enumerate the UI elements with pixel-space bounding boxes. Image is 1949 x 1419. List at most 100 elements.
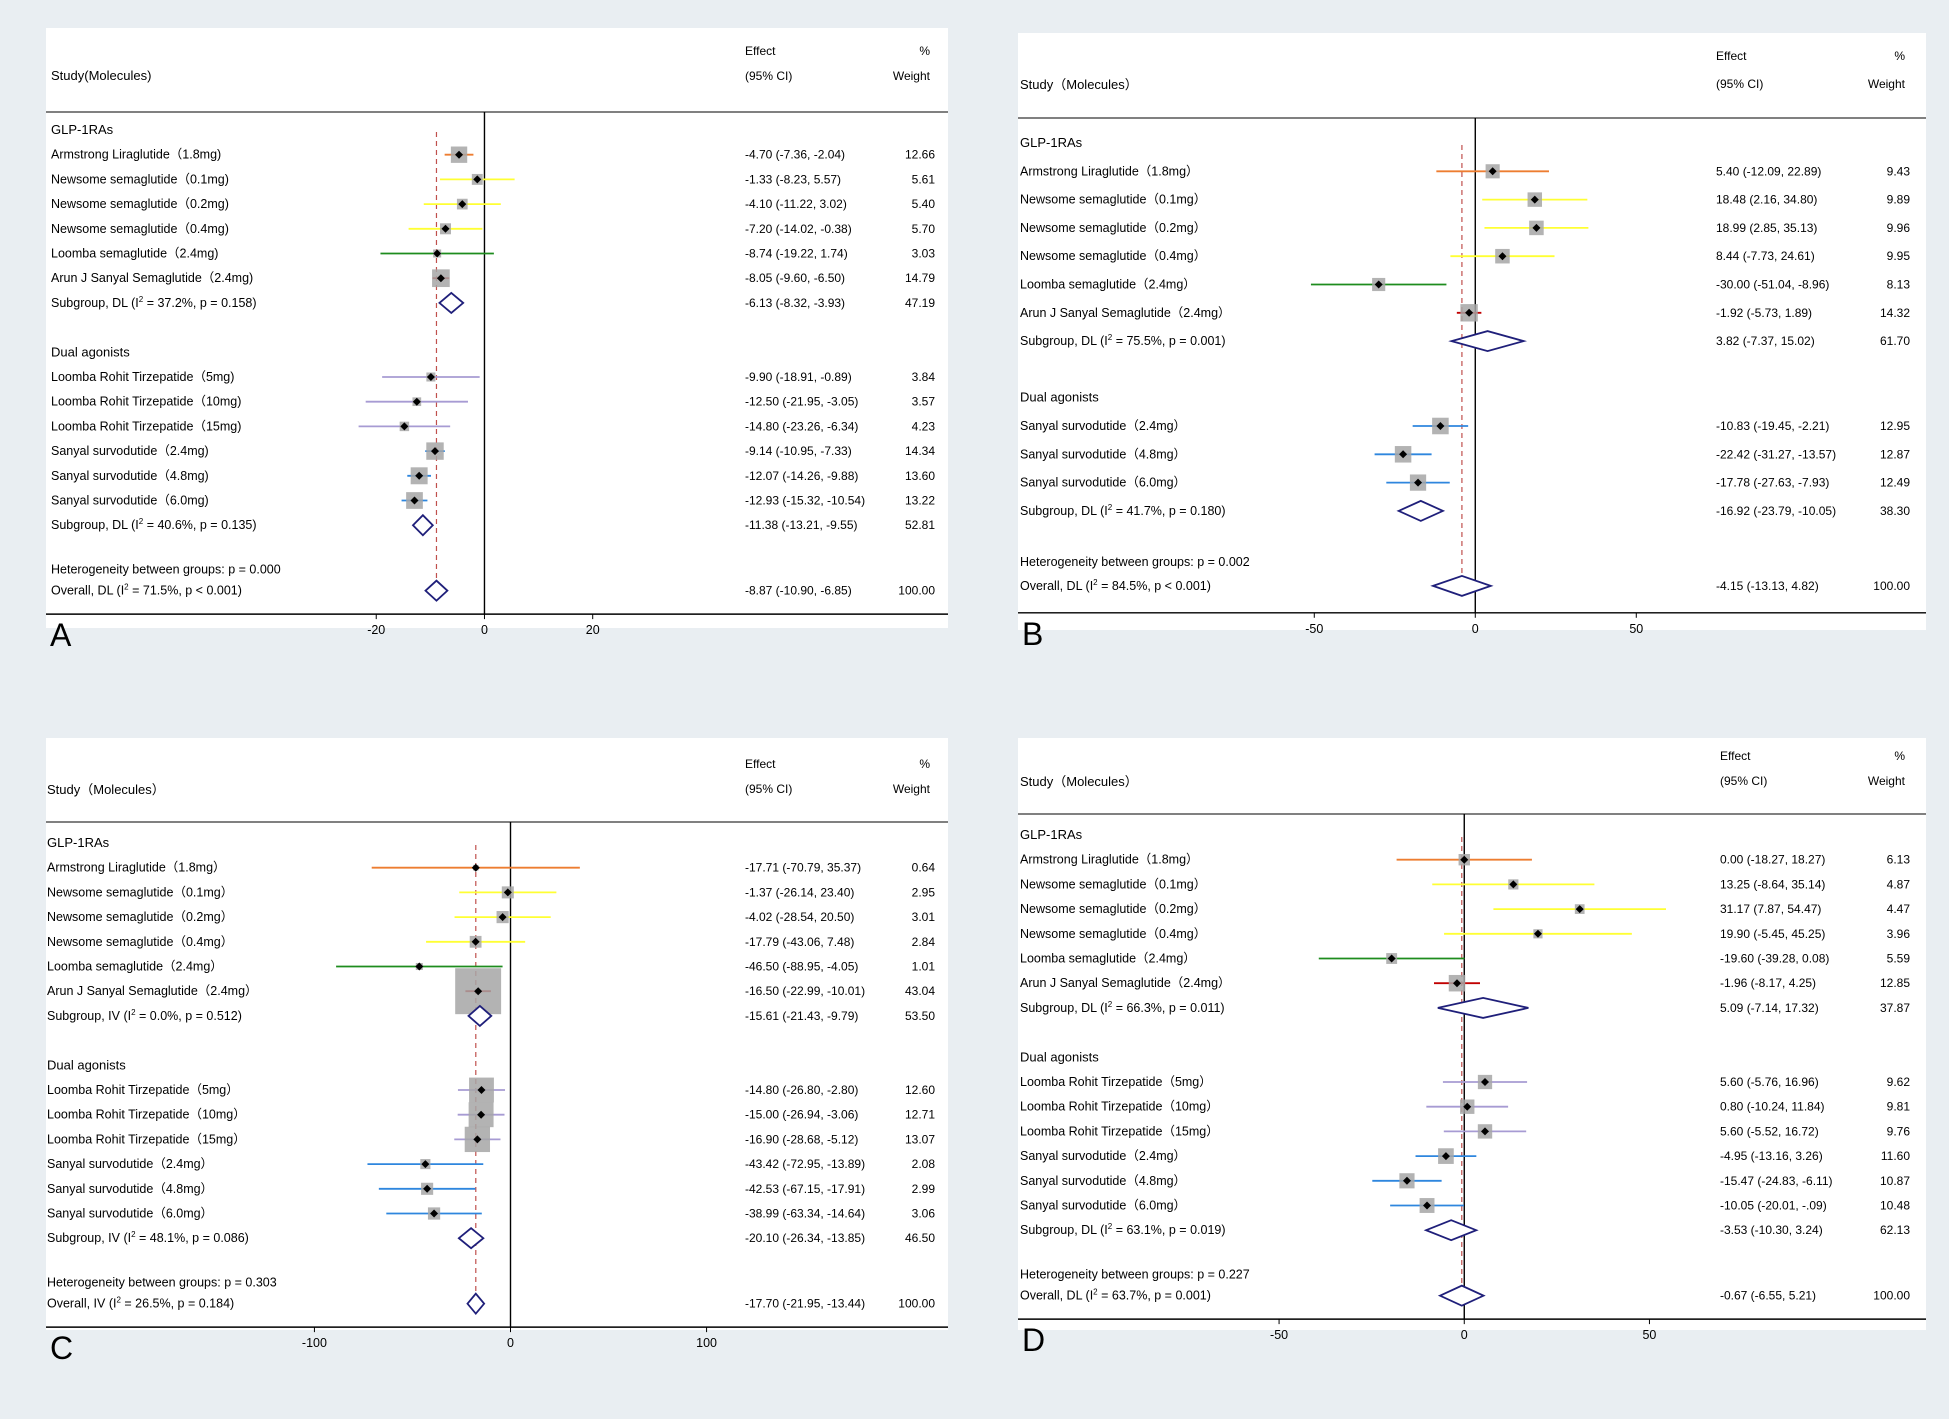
panel-c-effect-ci-text: -4.02 (-28.54, 20.50) (745, 910, 854, 924)
panel-a-weight-text: 3.57 (912, 395, 936, 409)
panel-c-effect-ci-text: -14.80 (-26.80, -2.80) (745, 1083, 858, 1097)
panel-b-letter: B (1022, 616, 1043, 652)
panel-d-study-label: Newsome semaglutide（0.2mg） (1020, 902, 1206, 916)
panel-a-effect-ci-text: -1.33 (-8.23, 5.57) (745, 172, 841, 186)
panel-a-effect-ci-text: -7.20 (-14.02, -0.38) (745, 222, 852, 236)
panel-a-study-label: Arun J Sanyal Semaglutide（2.4mg) (51, 271, 253, 285)
panel-b-effect-ci-text: -1.92 (-5.73, 1.89) (1716, 306, 1812, 320)
panel-d-heterogeneity-text: Heterogeneity between groups: p = 0.227 (1020, 1268, 1250, 1282)
panel-c-effect-ci-text: -17.79 (-43.06, 7.48) (745, 935, 854, 949)
panel-d-study-label: Loomba Rohit Tirzepatide（5mg） (1020, 1075, 1212, 1089)
panel-b-study-label: Sanyal survodutide（2.4mg） (1020, 419, 1186, 433)
panel-c-point-estimate (498, 913, 507, 922)
panel-b-subgroup-diamond (1396, 499, 1446, 522)
panel-d-header-ci: (95% CI) (1720, 774, 1767, 788)
panel-a-point-estimate (455, 150, 464, 159)
panel-a-effect-ci-text: -8.05 (-9.60, -6.50) (745, 271, 845, 285)
panel-b-subgroup-ci-text: 3.82 (-7.37, 15.02) (1716, 334, 1815, 348)
panel-c-x-tick-label: 0 (507, 1336, 514, 1350)
panel-c-point-estimate (421, 1160, 430, 1169)
panel-b-study-label: Newsome semaglutide（0.1mg） (1020, 193, 1206, 207)
panel-d-point-estimate (1575, 905, 1584, 914)
panel-d-group-title: Dual agonists (1020, 1049, 1099, 1064)
panel-d-x-tick-label: 50 (1642, 1328, 1656, 1342)
panel-c-study-label: Armstrong Liraglutide（1.8mg） (47, 861, 226, 875)
panel-d-effect-ci-text: 0.80 (-10.24, 11.84) (1720, 1100, 1825, 1114)
panel-a-study-label: Loomba Rohit Tirzepatide（15mg) (51, 419, 241, 433)
panel-d-point-estimate (1509, 880, 1518, 889)
panel-b-study-label: Newsome semaglutide（0.2mg） (1020, 221, 1206, 235)
panel-c-subgroup-ci-text: -15.61 (-21.43, -9.79) (745, 1009, 858, 1023)
panel-a-study-label: Loomba Rohit Tirzepatide（5mg) (51, 370, 234, 384)
panel-d-effect-ci-text: 13.25 (-8.64, 35.14) (1720, 877, 1825, 891)
panel-d-study-label: Loomba Rohit Tirzepatide（10mg） (1020, 1100, 1219, 1114)
panel-c-weight-text: 2.08 (912, 1157, 936, 1171)
panel-d-subgroup-label: Subgroup, DL (I2 = 66.3%, p = 0.011) (1020, 1000, 1225, 1015)
panel-c-study-label: Loomba semaglutide（2.4mg） (47, 960, 223, 974)
panel-b-weight-text: 9.89 (1887, 193, 1911, 207)
panel-d-header-effect: Effect (1720, 749, 1751, 763)
panel-a-overall-weight-text: 100.00 (898, 584, 935, 598)
panel-d-weight-text: 9.76 (1887, 1124, 1911, 1138)
panel-c-study-label: Sanyal survodutide（2.4mg） (47, 1157, 213, 1171)
panel-c-header-percent: % (919, 757, 930, 771)
panel-a-header-ci: (95% CI) (745, 69, 792, 83)
panel-c-header-ci: (95% CI) (745, 782, 792, 796)
panel-d-overall-ci-text: -0.67 (-6.55, 5.21) (1720, 1289, 1816, 1303)
panel-d-effect-ci-text: -4.95 (-13.16, 3.26) (1720, 1149, 1823, 1163)
panel-a-subgroup-diamond (438, 291, 465, 315)
panel-c-overall-diamond (466, 1292, 486, 1316)
panel-b-study-label: Sanyal survodutide（4.8mg） (1020, 447, 1186, 461)
panel-b-effect-ci-text: 5.40 (-12.09, 22.89) (1716, 164, 1821, 178)
panel-d-weight-text: 11.60 (1881, 1149, 1910, 1163)
forest-panel-a: Effect (95% CI)% Weight Study(Molecules) GLP… (10, 10, 972, 705)
panel-d-study-label: Loomba semaglutide（2.4mg） (1020, 952, 1196, 966)
panel-b-overall-weight-text: 100.00 (1873, 579, 1910, 593)
panel-d-weight-text: 12.85 (1880, 976, 1910, 990)
panel-c-effect-ci-text: -1.37 (-26.14, 23.40) (745, 885, 854, 899)
panel-a-x-tick-label: -20 (367, 623, 385, 637)
panel-b-effect-ci-text: -17.78 (-27.63, -7.93) (1716, 476, 1829, 490)
panel-a-study-label: Loomba Rohit Tirzepatide（10mg) (51, 395, 241, 409)
panel-b-point-estimate (1530, 195, 1539, 204)
panel-a-letter: A (50, 617, 72, 653)
panel-a-point-estimate (412, 397, 421, 406)
panel-c-weight-text: 12.71 (905, 1108, 935, 1122)
panel-d-weight-text: 4.87 (1887, 877, 1911, 891)
panel-a-subgroup-weight-text: 47.19 (905, 296, 935, 310)
panel-b-header-percent: % (1894, 49, 1905, 63)
panel-b-point-estimate (1414, 478, 1423, 487)
panel-c-study-label: Loomba Rohit Tirzepatide（10mg） (47, 1108, 246, 1122)
panel-a-subgroup-ci-text: -6.13 (-8.32, -3.93) (745, 296, 845, 310)
panel-d-point-estimate (1463, 1102, 1472, 1111)
panel-c-study-label: Newsome semaglutide（0.4mg） (47, 935, 233, 949)
panel-c-point-estimate (474, 987, 483, 996)
panel-d-study-label: Newsome semaglutide（0.4mg） (1020, 927, 1206, 941)
panel-d-subgroup-label: Subgroup, DL (I2 = 63.1%, p = 0.019) (1020, 1222, 1226, 1237)
panel-c-effect-ci-text: -15.00 (-26.94, -3.06) (745, 1108, 858, 1122)
panel-c-group-title: GLP-1RAs (47, 835, 110, 850)
panel-a-overall-label: Overall, DL (I2 = 71.5%, p < 0.001) (51, 583, 242, 598)
panel-c-study-label: Sanyal survodutide（6.0mg） (47, 1207, 213, 1221)
panel-b-subgroup-diamond (1448, 330, 1528, 353)
panel-a-weight-text: 5.40 (912, 197, 936, 211)
panel-a-weight-text: 3.84 (912, 370, 936, 384)
panel-a-point-estimate (426, 373, 435, 381)
panel-c-overall-label: Overall, IV (I2 = 26.5%, p = 0.184) (47, 1296, 234, 1311)
panel-b-subgroup-weight-text: 38.30 (1880, 504, 1910, 518)
panel-d-effect-ci-text: 31.17 (7.87, 54.47) (1720, 902, 1821, 916)
panel-c-subgroup-diamond (467, 1004, 493, 1028)
panel-a-point-estimate (436, 274, 445, 283)
panel-a-point-estimate (458, 200, 467, 209)
panel-b-study-label: Loomba semaglutide（2.4mg） (1020, 278, 1196, 292)
panel-c-study-label: Arun J Sanyal Semaglutide（2.4mg） (47, 984, 258, 998)
panel-a-effect-ci-text: -9.14 (-10.95, -7.33) (745, 444, 852, 458)
panel-c-weight-text: 43.04 (905, 984, 935, 998)
panel-a-point-estimate (410, 496, 419, 505)
panel-d-subgroup-diamond (1437, 996, 1529, 1019)
panel-a-effect-ci-text: -9.90 (-18.91, -0.89) (745, 370, 852, 384)
panel-c-weight-text: 12.60 (905, 1083, 935, 1097)
panel-c-study-label: Newsome semaglutide（0.2mg） (47, 910, 233, 924)
panel-b-subgroup-weight-text: 61.70 (1880, 334, 1910, 348)
